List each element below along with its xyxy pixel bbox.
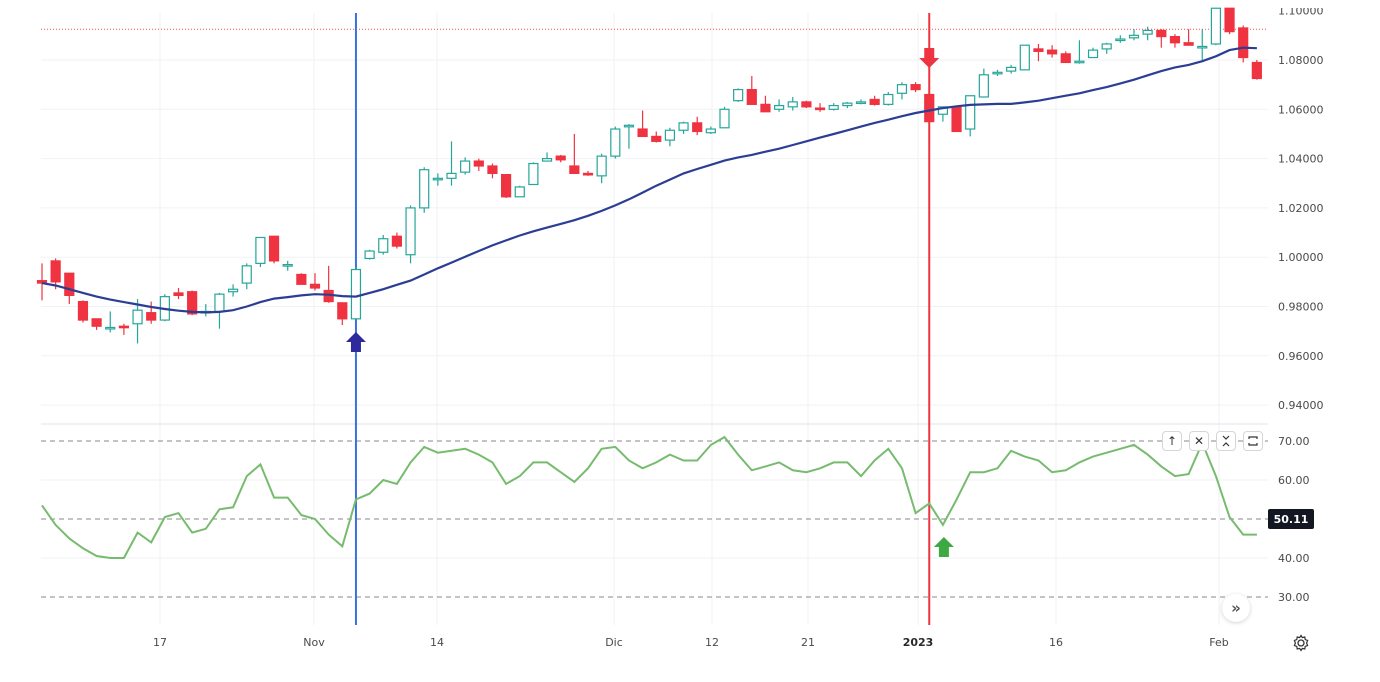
time-tick-label: 2023 bbox=[903, 636, 934, 649]
settings-gear-icon[interactable] bbox=[1292, 634, 1310, 652]
price-tick-label: 0.98000 bbox=[1278, 301, 1324, 314]
collapse-icon bbox=[1222, 435, 1230, 447]
time-tick-label: Dic bbox=[605, 636, 623, 649]
signal-arrows bbox=[345, 48, 954, 557]
double-chevron-right-icon: » bbox=[1231, 599, 1241, 617]
rsi-axis[interactable]: 70.00 60.00 40.00 30.00 bbox=[1278, 435, 1310, 604]
time-tick-label: 21 bbox=[801, 636, 815, 649]
close-icon: ✕ bbox=[1193, 434, 1205, 448]
price-tick-label: 1.08000 bbox=[1278, 54, 1324, 67]
move-pane-up-button[interactable]: ↑ bbox=[1162, 431, 1182, 451]
scroll-to-realtime-button[interactable]: » bbox=[1222, 594, 1250, 622]
maximize-icon bbox=[1248, 436, 1258, 446]
price-tick-label: 1.00000 bbox=[1278, 251, 1324, 264]
price-tick-label: 0.94000 bbox=[1278, 399, 1324, 412]
time-tick-label: 12 bbox=[705, 636, 719, 649]
rsi-tick-label: 30.00 bbox=[1278, 591, 1310, 604]
time-tick-label: 14 bbox=[430, 636, 444, 649]
rsi-buy-arrow-icon bbox=[933, 537, 954, 557]
grid-lines bbox=[41, 13, 1268, 625]
price-tick-label: 0.96000 bbox=[1278, 350, 1324, 363]
rsi-tick-label: 70.00 bbox=[1278, 435, 1310, 448]
rsi-tick-label: 60.00 bbox=[1278, 474, 1310, 487]
price-tick-label: 1.06000 bbox=[1278, 103, 1324, 116]
rsi-tick-label: 40.00 bbox=[1278, 552, 1310, 565]
rsi-current-value-badge: 50.11 bbox=[1268, 509, 1314, 529]
price-axis[interactable]: 1.08000 1.06000 1.04000 1.02000 1.00000 0.980… bbox=[1270, 0, 1380, 412]
collapse-pane-button[interactable] bbox=[1216, 431, 1236, 451]
price-tick-label: 1.04000 bbox=[1278, 153, 1324, 166]
rsi-line bbox=[41, 435, 1257, 559]
moving-average-line bbox=[41, 46, 1257, 314]
candlestick-series bbox=[36, 7, 1262, 344]
time-tick-label: 16 bbox=[1049, 636, 1063, 649]
rsi-bands bbox=[41, 440, 1268, 598]
arrow-up-icon: ↑ bbox=[1166, 434, 1178, 448]
time-tick-label: Feb bbox=[1209, 636, 1228, 649]
maximize-pane-button[interactable] bbox=[1243, 431, 1263, 451]
time-axis[interactable]: 17 Nov 14 Dic 12 21 2023 16 Feb bbox=[153, 636, 1229, 649]
price-tick-label: 1.02000 bbox=[1278, 202, 1324, 215]
time-tick-label: 17 bbox=[153, 636, 167, 649]
time-tick-label: Nov bbox=[303, 636, 325, 649]
buy-signal-arrow-icon bbox=[345, 332, 366, 352]
close-pane-button[interactable]: ✕ bbox=[1189, 431, 1209, 451]
sell-signal-arrow-icon bbox=[919, 48, 940, 68]
